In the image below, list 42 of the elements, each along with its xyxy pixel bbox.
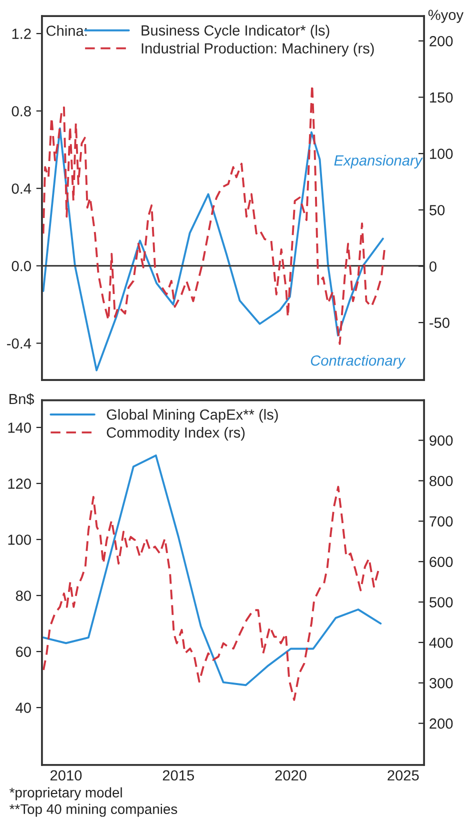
y-tick-label: 60 xyxy=(16,646,31,657)
text: **Top 40 mining companies xyxy=(10,804,178,817)
y2-tick-label: 100 xyxy=(430,148,453,159)
y2-tick-label: 300 xyxy=(429,678,453,688)
line-series xyxy=(42,486,380,701)
y2-tick-label: 400 xyxy=(429,638,453,648)
y-tick-label: 120 xyxy=(8,478,31,489)
line-series xyxy=(42,454,382,686)
y2-tick-label: 800 xyxy=(430,476,453,486)
x-tick-label: 2010 xyxy=(50,770,82,781)
legend-label: Global Mining CapEx** (ls) xyxy=(106,409,278,423)
legend-label: Industrial Production: Machinery (rs) xyxy=(142,42,374,56)
y2-tick-label: 900 xyxy=(430,435,453,446)
y-tick-label: 140 xyxy=(8,422,31,433)
y2-tick-label: 700 xyxy=(430,516,453,527)
x-tick-label: 2025 xyxy=(388,770,419,781)
y2-tick-label: 500 xyxy=(430,597,453,608)
y-axis-title: Bn$ xyxy=(10,393,34,406)
y-tick-label: 0.8 xyxy=(12,106,31,116)
y2-axis-title: %yoy xyxy=(428,10,464,23)
legend-title: China: xyxy=(46,25,87,36)
y2-tick-label: 200 xyxy=(430,36,453,46)
y-tick-label: 0.0 xyxy=(12,260,31,272)
y2-tick-label: -50 xyxy=(430,318,450,328)
y2-tick-label: 600 xyxy=(430,556,453,568)
y2-tick-label: 150 xyxy=(430,92,453,103)
y2-tick-label: 200 xyxy=(430,718,453,729)
legend-label: Business Cycle Indicator* (ls) xyxy=(142,24,330,38)
y2-tick-label: 0 xyxy=(429,261,436,272)
y-tick-label: 80 xyxy=(16,590,31,601)
annotation: Contractionary xyxy=(310,355,406,369)
legend-label: Commodity Index (rs) xyxy=(106,426,245,441)
x-tick-label: 2015 xyxy=(162,770,194,781)
y-tick-label: 40 xyxy=(16,702,31,713)
x-tick-label: 2020 xyxy=(275,770,306,781)
y-tick-label: -0.4 xyxy=(7,338,32,349)
y2-tick-label: 50 xyxy=(430,204,445,216)
text: *proprietary model xyxy=(10,787,122,800)
y-tick-label: 1.2 xyxy=(12,28,31,39)
y-tick-label: 0.4 xyxy=(12,183,32,194)
y-tick-label: 100 xyxy=(8,534,31,545)
annotation: Expansionary xyxy=(334,154,423,168)
